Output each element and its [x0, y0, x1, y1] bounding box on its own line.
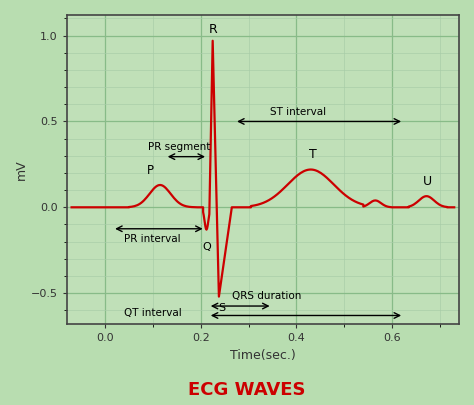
Text: ST interval: ST interval [270, 107, 326, 117]
Text: Q: Q [202, 242, 211, 252]
Text: P: P [147, 164, 154, 177]
Text: R: R [208, 23, 217, 36]
Text: PR interval: PR interval [124, 234, 181, 244]
Text: PR segment: PR segment [148, 142, 210, 152]
Text: S: S [219, 303, 226, 313]
Text: QT interval: QT interval [124, 308, 182, 318]
Text: U: U [423, 175, 432, 188]
X-axis label: Time(sec.): Time(sec.) [230, 349, 296, 362]
Text: QRS duration: QRS duration [232, 291, 301, 301]
Y-axis label: mV: mV [15, 159, 28, 180]
Text: T: T [309, 148, 317, 161]
Text: ECG WAVES: ECG WAVES [188, 381, 305, 399]
